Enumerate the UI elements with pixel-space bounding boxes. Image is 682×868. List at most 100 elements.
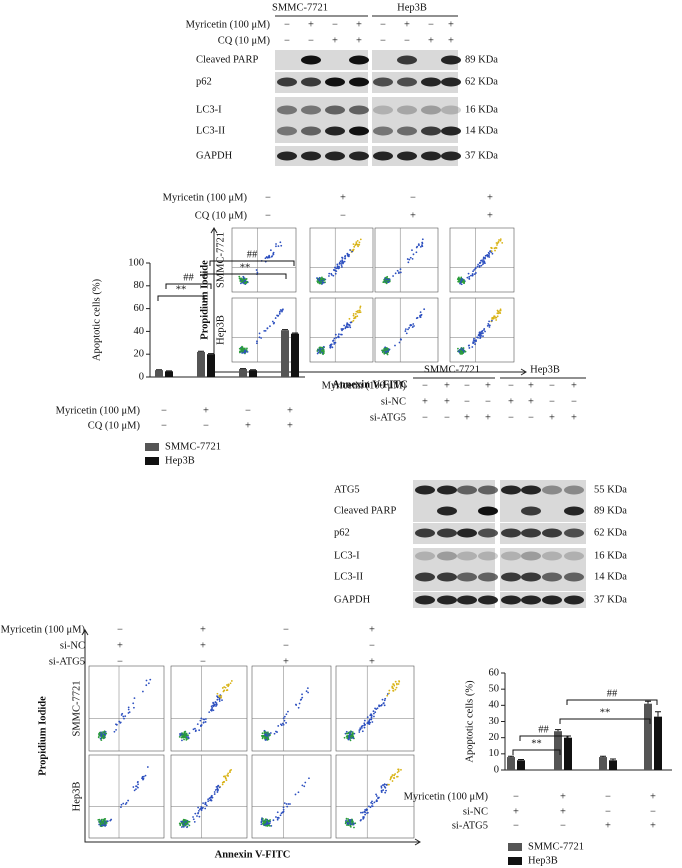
- flow-event: [132, 702, 135, 705]
- flow-event: [322, 351, 325, 353]
- flow-event: [380, 785, 383, 788]
- flow-event: [459, 349, 462, 352]
- flow-event: [244, 279, 247, 282]
- condition-sign: −: [200, 656, 206, 667]
- flow-event: [256, 340, 258, 343]
- flow-event: [479, 331, 481, 334]
- flow-event: [373, 715, 375, 718]
- flow-event: [481, 259, 484, 262]
- flow-event: [221, 783, 224, 786]
- flow-event: [364, 811, 367, 814]
- condition-sign: +: [356, 19, 362, 30]
- flow-event: [370, 716, 373, 719]
- flow-event: [404, 328, 407, 331]
- y-tick-label: 100: [128, 257, 144, 268]
- flow-event: [317, 278, 320, 281]
- flow-event: [137, 780, 139, 783]
- flow-event: [490, 247, 493, 250]
- y-axis-label: Propidium Iodide: [199, 260, 210, 340]
- flow-event: [320, 349, 323, 352]
- condition-sign: +: [485, 412, 491, 423]
- condition-sign: −: [117, 624, 123, 635]
- y-tick-label: 30: [489, 716, 500, 727]
- band-label: p62: [196, 76, 212, 87]
- flow-event: [297, 706, 300, 709]
- flow-event: [355, 241, 358, 244]
- flow-event: [481, 260, 484, 263]
- flow-event: [186, 826, 188, 829]
- significance-bracket: [519, 735, 568, 741]
- row-label: SMMC-7721: [215, 232, 226, 288]
- flow-event: [420, 313, 423, 316]
- flow-event: [388, 689, 391, 692]
- flow-event: [354, 244, 357, 247]
- flow-event: [395, 682, 398, 685]
- flow-event: [318, 282, 321, 285]
- flow-event: [104, 825, 107, 827]
- flow-event: [120, 803, 123, 806]
- flow-event: [260, 823, 263, 826]
- flow-event: [220, 695, 223, 697]
- flow-event: [484, 330, 486, 333]
- flow-event: [466, 276, 469, 279]
- flow-event: [210, 796, 213, 799]
- flow-event: [344, 257, 346, 260]
- flow-event: [181, 820, 184, 823]
- flow-event: [100, 824, 103, 827]
- flow-event: [394, 688, 397, 691]
- bar: [599, 757, 607, 770]
- band: [437, 551, 457, 561]
- flow-event: [217, 784, 220, 787]
- bar: [281, 330, 289, 377]
- flow-event: [279, 723, 282, 726]
- flow-event: [308, 777, 310, 780]
- flow-event: [386, 352, 388, 355]
- condition-sign: +: [332, 35, 338, 46]
- flow-event: [185, 733, 187, 736]
- flow-event: [240, 282, 242, 285]
- flow-event: [492, 317, 494, 320]
- band-label: LC3-II: [196, 125, 226, 136]
- band: [478, 485, 498, 495]
- flow-event: [125, 801, 128, 804]
- flow-event: [282, 308, 284, 311]
- band: [437, 506, 457, 516]
- condition-sign: −: [650, 806, 656, 817]
- flow-event: [271, 255, 274, 257]
- legend-label: Hep3B: [528, 855, 558, 866]
- flow-event: [473, 268, 476, 271]
- flow-event: [200, 809, 203, 812]
- condition-sign: +: [283, 656, 289, 667]
- flow-event: [352, 822, 355, 825]
- flow-event: [241, 352, 244, 354]
- band: [437, 572, 457, 582]
- bar: [644, 703, 652, 770]
- band: [501, 485, 521, 495]
- legend-label: Hep3B: [165, 455, 195, 466]
- flow-event: [266, 327, 269, 330]
- band-label: LC3-I: [334, 550, 360, 561]
- bar: [207, 354, 215, 377]
- flow-event: [497, 240, 500, 243]
- flow-event: [218, 700, 221, 702]
- flow-event: [479, 333, 482, 336]
- flow-event: [200, 806, 203, 808]
- flow-event: [256, 271, 259, 274]
- flow-event: [408, 326, 411, 329]
- flow-event: [391, 685, 394, 688]
- flow-event: [221, 699, 223, 702]
- flow-event: [385, 280, 388, 283]
- flow-event: [356, 315, 359, 318]
- flow-event: [348, 731, 351, 734]
- flow-event: [101, 736, 103, 739]
- flow-event: [477, 334, 480, 336]
- flow-event: [350, 734, 352, 737]
- flow-event: [285, 713, 288, 716]
- flow-event: [415, 317, 418, 320]
- condition-label: si-NC: [60, 640, 85, 651]
- flow-event: [395, 686, 398, 689]
- flow-event: [348, 819, 351, 822]
- flow-event: [185, 737, 188, 740]
- flow-event: [352, 737, 354, 739]
- band: [457, 485, 477, 495]
